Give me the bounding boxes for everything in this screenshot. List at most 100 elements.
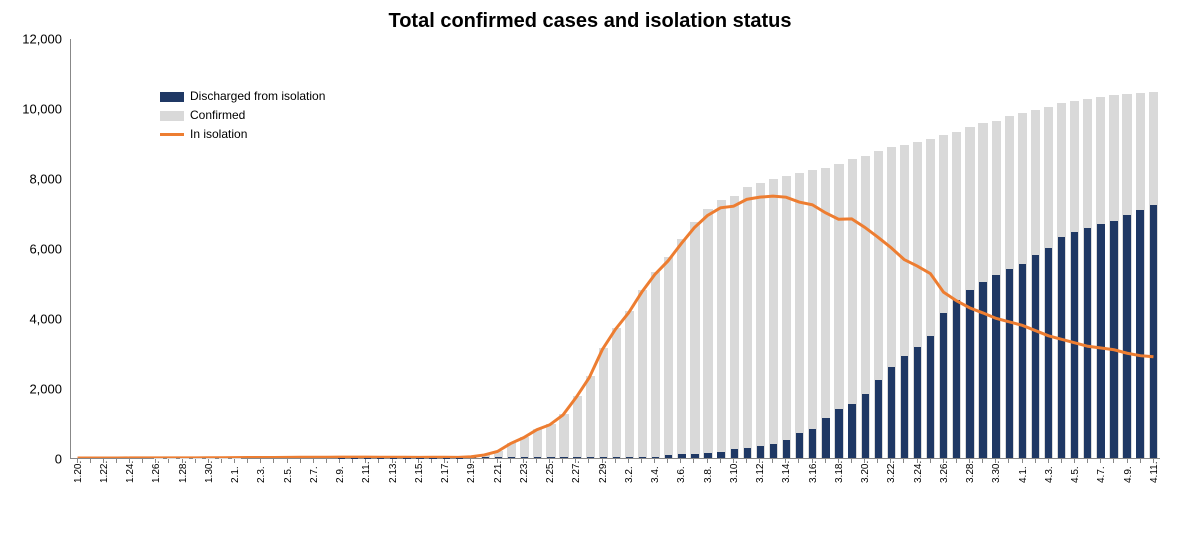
x-tick-mark <box>798 459 799 463</box>
x-tick-mark <box>851 459 852 463</box>
bar-slot <box>885 39 898 458</box>
bar-confirmed <box>245 457 254 458</box>
bar-discharged <box>704 453 711 458</box>
x-tick: 3.18. <box>831 459 844 499</box>
bar-slot <box>584 39 597 458</box>
y-tick-label: 8,000 <box>29 172 62 187</box>
bar-slot <box>1134 39 1147 458</box>
bar-slot <box>715 39 728 458</box>
bar-slot <box>1003 39 1016 458</box>
x-tick-mark <box>707 459 708 463</box>
bar-stack <box>992 39 1001 458</box>
y-axis: 02,0004,0006,0008,00010,00012,000 <box>10 39 70 459</box>
bar-discharged <box>600 457 607 458</box>
x-tick: 3.6. <box>674 459 687 499</box>
bar-stack <box>965 39 974 458</box>
bar-discharged <box>534 457 541 458</box>
bar-stack <box>834 39 843 458</box>
bar-discharged <box>979 282 986 458</box>
x-tick-mark <box>562 459 563 463</box>
y-tick-label: 4,000 <box>29 312 62 327</box>
bar-slot <box>479 39 492 458</box>
x-tick: 3.20. <box>858 459 871 499</box>
bar-stack <box>638 39 647 458</box>
bar-slot <box>86 39 99 458</box>
x-tick: 2.7. <box>306 459 319 499</box>
x-tick-label: 2.25. <box>545 461 556 483</box>
x-tick <box>582 459 595 499</box>
bar-discharged <box>966 290 973 458</box>
x-tick <box>1028 459 1041 499</box>
bar-confirmed <box>821 168 830 459</box>
x-tick <box>1054 459 1067 499</box>
x-tick: 2.13. <box>385 459 398 499</box>
x-tick <box>844 459 857 499</box>
x-tick: 3.10. <box>726 459 739 499</box>
chart-container: Total confirmed cases and isolation stat… <box>0 0 1200 560</box>
x-tick-mark <box>260 459 261 463</box>
x-tick <box>451 459 464 499</box>
x-tick-label: 3.30. <box>991 461 1002 483</box>
x-tick <box>949 459 962 499</box>
bar-stack <box>664 39 673 458</box>
bar-confirmed <box>284 457 293 458</box>
x-tick <box>109 459 122 499</box>
bar-slot <box>453 39 466 458</box>
legend: Discharged from isolationConfirmedIn iso… <box>160 87 325 145</box>
x-tick-label: 3.20. <box>860 461 871 483</box>
bar-confirmed <box>782 176 791 458</box>
x-tick: 4.9. <box>1120 459 1133 499</box>
bar-confirmed <box>703 209 712 458</box>
x-tick-mark <box>1061 459 1062 463</box>
x-tick-mark <box>588 459 589 463</box>
x-tick <box>608 459 621 499</box>
x-tick: 3.4. <box>648 459 661 499</box>
bar-slot <box>846 39 859 458</box>
bar-stack <box>730 39 739 458</box>
x-tick-label: 4.11. <box>1149 462 1160 484</box>
x-tick <box>214 459 227 499</box>
x-tick-mark <box>116 459 117 463</box>
x-tick: 3.14. <box>779 459 792 499</box>
bar-slot <box>976 39 989 458</box>
x-tick-label: 4.5. <box>1070 466 1081 483</box>
x-tick-mark <box>313 459 314 463</box>
bar-stack <box>782 39 791 458</box>
x-tick <box>818 459 831 499</box>
bar-stack <box>455 39 464 458</box>
bar-slot <box>557 39 570 458</box>
x-tick-label: 2.9. <box>335 466 346 483</box>
bar-stack <box>546 39 555 458</box>
x-tick <box>897 459 910 499</box>
bar-stack <box>900 39 909 458</box>
legend-label: Discharged from isolation <box>190 87 325 106</box>
x-tick <box>424 459 437 499</box>
bar-stack <box>769 39 778 458</box>
bar-stack <box>415 39 424 458</box>
bar-slot <box>531 39 544 458</box>
bar-confirmed <box>756 183 765 458</box>
x-tick-mark <box>680 459 681 463</box>
bar-slot <box>911 39 924 458</box>
bar-slot <box>374 39 387 458</box>
x-tick-mark <box>326 459 327 463</box>
bar-discharged <box>613 457 620 458</box>
bar-discharged <box>560 457 567 458</box>
bar-discharged <box>731 449 738 458</box>
bar-slot <box>1055 39 1068 458</box>
bar-confirmed <box>520 437 529 458</box>
x-tick-label: 2.1. <box>230 466 241 483</box>
bar-discharged <box>809 429 816 458</box>
chart-title: Total confirmed cases and isolation stat… <box>10 10 1170 33</box>
x-tick-mark <box>510 459 511 463</box>
bar-confirmed <box>730 196 739 458</box>
x-tick-mark <box>247 459 248 463</box>
bar-slot <box>649 39 662 458</box>
bar-stack <box>861 39 870 458</box>
bar-slot <box>610 39 623 458</box>
bar-discharged <box>1110 221 1117 458</box>
bar-slot <box>872 39 885 458</box>
x-tick <box>319 459 332 499</box>
bar-stack <box>913 39 922 458</box>
x-tick-label: 3.2. <box>624 466 635 483</box>
